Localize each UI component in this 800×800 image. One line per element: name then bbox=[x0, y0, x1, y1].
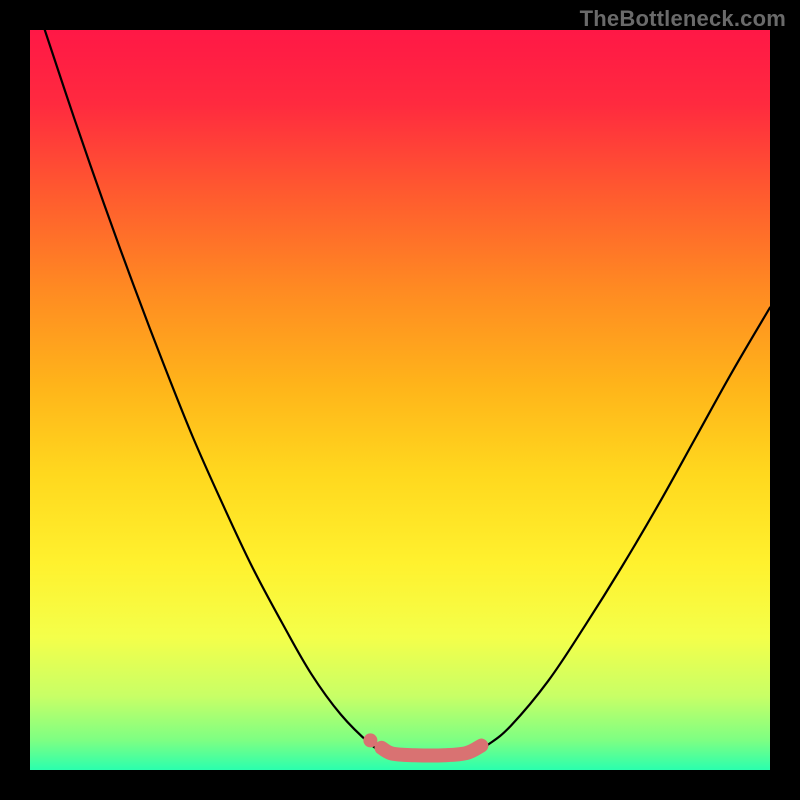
watermark-text: TheBottleneck.com bbox=[580, 6, 786, 32]
chart-frame: TheBottleneck.com bbox=[0, 0, 800, 800]
plot-area bbox=[30, 30, 770, 770]
v-curve bbox=[45, 30, 770, 755]
bottom-highlight bbox=[382, 746, 482, 756]
curve-layer bbox=[30, 30, 770, 770]
start-dot bbox=[363, 733, 377, 747]
